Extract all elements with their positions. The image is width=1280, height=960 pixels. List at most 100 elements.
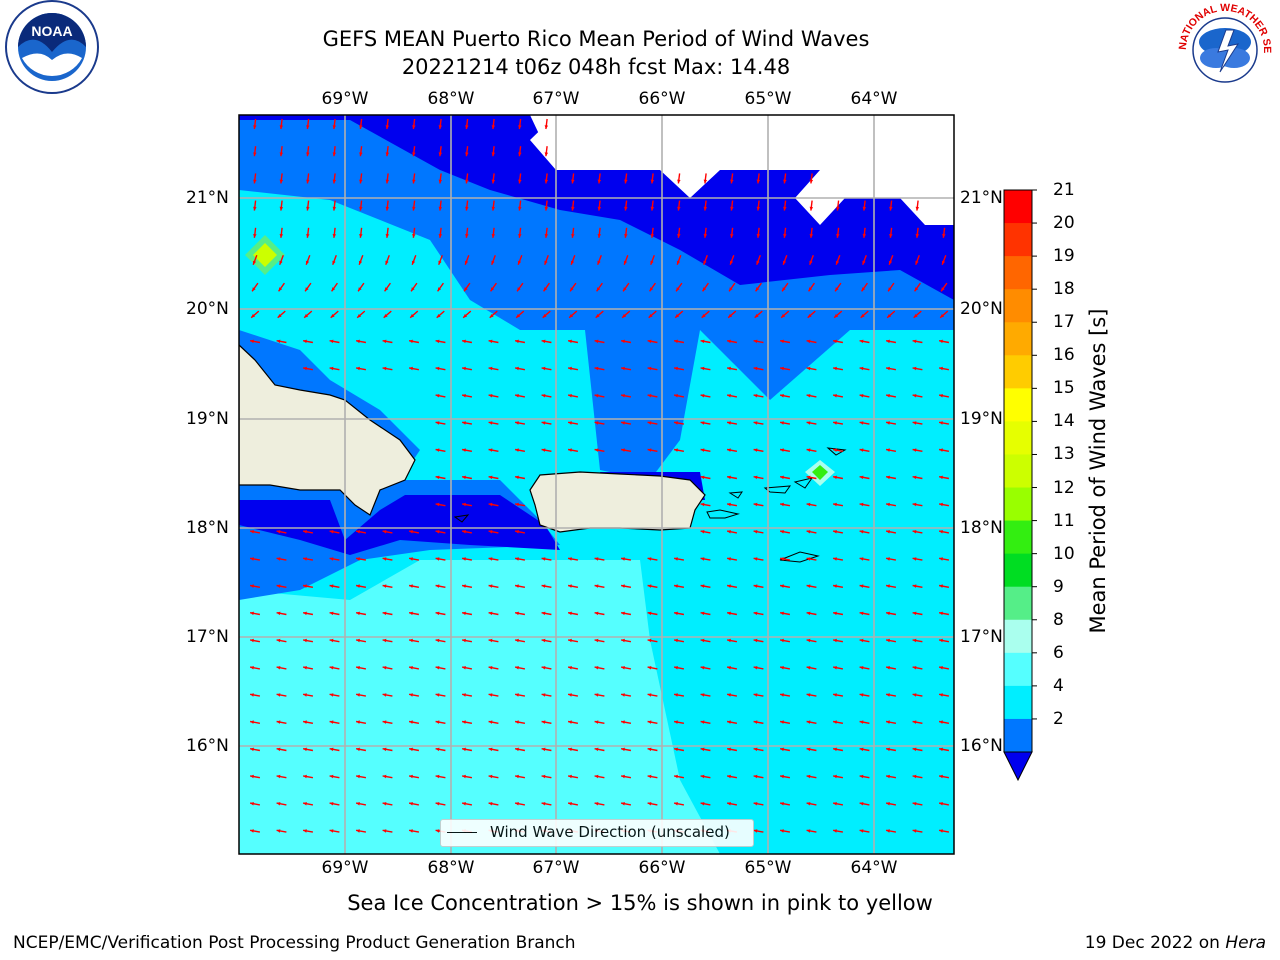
direction-arrow-head [939,394,943,398]
direction-arrow-head [568,339,572,344]
direction-arrow-head [833,802,837,806]
direction-arrow-head [541,366,546,371]
direction-arrow-head [276,557,281,561]
direction-arrow-head [756,234,761,238]
direction-arrow-head [647,339,652,344]
direction-arrow-head [621,802,625,806]
direction-arrow-head [859,774,864,779]
direction-arrow-head [438,152,443,157]
direction-arrow-head [700,747,705,752]
direction-arrow-head [727,693,731,697]
direction-arrow-head [435,802,440,806]
direction-arrow-head [385,179,390,184]
direction-arrow-head [571,179,575,184]
direction-arrow-head [250,530,254,534]
direction-arrow-head [541,394,546,398]
direction-arrow-head [276,720,281,724]
direction-arrow-head [543,287,548,292]
direction-arrow-head [939,802,943,806]
direction-arrow-head [780,339,784,344]
direction-arrow-head [329,339,334,344]
colorbar-tick-label: 13 [1053,444,1075,465]
direction-arrow-head [465,125,469,129]
direction-arrow-head [647,611,652,616]
direction-arrow-head [594,611,599,616]
direction-arrow-head [356,339,360,344]
nws-logo-icon: NATIONAL WEATHER SERVICE [1170,0,1273,96]
direction-arrow-head [382,557,387,561]
direction-arrow-head [568,611,572,616]
direction-arrow-head [806,693,811,697]
direction-arrow-head [700,339,705,344]
direction-arrow-head [782,260,787,265]
lon-label-top: 67°W [532,89,580,109]
direction-arrow-head [861,287,866,292]
direction-arrow-head [912,339,917,344]
direction-arrow-head [674,339,678,344]
direction-arrow-head [727,774,731,779]
direction-arrow-head [409,638,413,643]
direction-arrow-head [939,448,943,452]
direction-arrow-head [542,314,547,318]
colorbar-tick-label: 9 [1053,576,1064,597]
direction-arrow-head [859,666,864,670]
direction-arrow-head [886,720,890,724]
direction-arrow-head [647,448,652,452]
direction-arrow-head [833,666,837,670]
direction-arrow-head [253,179,257,184]
direction-arrow-head [806,829,811,833]
direction-arrow-head [409,611,413,616]
direction-arrow-head [939,638,943,643]
direction-arrow-head [862,206,867,211]
direction-arrow-head [306,152,310,157]
direction-arrow-head [541,339,546,344]
lat-label-right: 21°N [960,188,1003,208]
direction-arrow-head [438,179,443,184]
direction-arrow-head [594,448,599,452]
direction-arrow-head [700,666,705,670]
direction-arrow-head [518,206,522,211]
direction-arrow-head [412,152,416,157]
direction-arrow-head [594,366,599,371]
direction-arrow-head [462,747,466,752]
direction-arrow-head [754,314,759,318]
direction-arrow-head [437,287,442,292]
direction-arrow-head [674,394,678,398]
direction-arrow-head [753,557,758,561]
direction-arrow-head [753,584,758,588]
lon-label-top: 69°W [321,89,369,109]
direction-arrow-head [674,448,678,452]
direction-arrow-head [488,502,493,507]
direction-arrow-head [305,260,310,265]
direction-arrow-head [332,152,337,157]
direction-arrow-head [833,502,837,507]
direction-arrow-head [488,394,493,398]
direction-arrow-head [515,666,519,670]
direction-arrow-head [675,314,680,318]
direction-arrow-head [727,638,731,643]
direction-arrow-head [753,829,758,833]
direction-arrow-head [435,747,440,752]
direction-arrow-head [435,774,440,779]
direction-arrow-head [834,314,839,318]
direction-arrow-head [833,421,837,425]
direction-arrow-head [889,234,893,238]
direction-arrow-head [253,206,257,211]
direction-arrow-head [253,234,257,238]
direction-arrow-head [435,530,440,534]
direction-arrow-head [727,557,731,561]
direction-arrow-head [409,339,413,344]
direction-arrow-head [570,260,575,265]
direction-arrow-head [276,339,281,344]
direction-arrow-head [912,530,917,534]
direction-arrow-head [330,314,335,318]
direction-arrow-head [914,287,919,292]
direction-arrow-head [594,693,599,697]
direction-arrow-head [621,366,625,371]
direction-arrow-head [541,774,546,779]
direction-arrow-head [382,720,387,724]
direction-arrow-head [462,584,466,588]
lat-label-left: 21°N [186,188,229,208]
direction-arrow-head [674,774,678,779]
direction-arrow-head [276,530,281,534]
